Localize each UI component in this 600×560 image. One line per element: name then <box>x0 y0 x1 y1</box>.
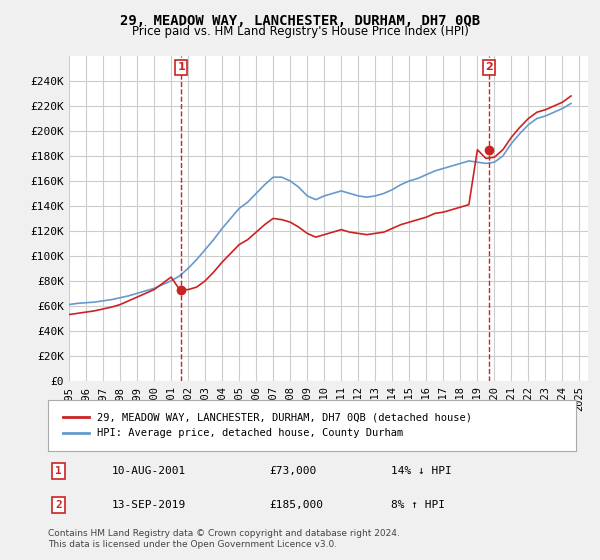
Text: 1: 1 <box>55 466 62 476</box>
Text: 8% ↑ HPI: 8% ↑ HPI <box>391 500 445 510</box>
Text: 13-SEP-2019: 13-SEP-2019 <box>112 500 185 510</box>
Text: £185,000: £185,000 <box>270 500 324 510</box>
Text: £73,000: £73,000 <box>270 466 317 476</box>
Text: 29, MEADOW WAY, LANCHESTER, DURHAM, DH7 0QB: 29, MEADOW WAY, LANCHESTER, DURHAM, DH7 … <box>120 14 480 28</box>
Text: 2: 2 <box>485 63 493 72</box>
Text: 1: 1 <box>178 63 185 72</box>
Text: 14% ↓ HPI: 14% ↓ HPI <box>391 466 452 476</box>
Text: Contains HM Land Registry data © Crown copyright and database right 2024.
This d: Contains HM Land Registry data © Crown c… <box>48 529 400 549</box>
Text: Price paid vs. HM Land Registry's House Price Index (HPI): Price paid vs. HM Land Registry's House … <box>131 25 469 38</box>
Legend: 29, MEADOW WAY, LANCHESTER, DURHAM, DH7 0QB (detached house), HPI: Average price: 29, MEADOW WAY, LANCHESTER, DURHAM, DH7 … <box>58 409 476 442</box>
Text: 2: 2 <box>55 500 62 510</box>
Text: 10-AUG-2001: 10-AUG-2001 <box>112 466 185 476</box>
